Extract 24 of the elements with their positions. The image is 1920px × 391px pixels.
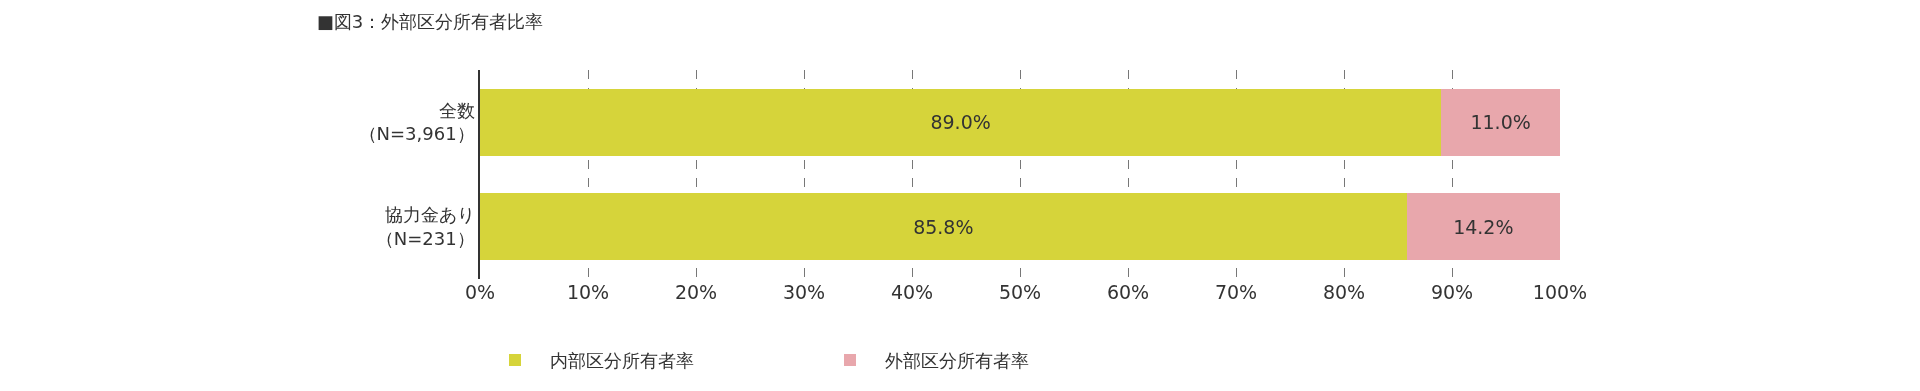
x-tick-label: 40% [890,281,934,303]
y-tick-label: 協力金あり（N=231） [375,204,475,249]
x-tick-label: 0% [464,281,496,303]
y-tick-label: 全数（N=3,961） [358,99,475,145]
data-label: 11.0% [1470,111,1531,134]
legend-label: 内部区分所有者率 [550,349,694,371]
x-tick-label: 90% [1430,281,1474,303]
x-tick-label: 70% [1214,281,1258,303]
bar [1406,193,1560,261]
data-label: 14.2% [1453,215,1514,238]
x-tick-label: 100% [1532,281,1588,303]
x-tick-label: 10% [566,281,610,303]
bar [480,88,1442,156]
legend-label: 外部区分所有者率 [885,349,1029,371]
x-tick-label: 80% [1322,281,1366,303]
x-tick-label: 50% [998,281,1042,303]
bar [480,193,1407,261]
bar [1441,88,1560,156]
x-tick-label: 20% [674,281,718,303]
x-tick-label: 60% [1106,281,1150,303]
x-tick-label: 30% [782,281,826,303]
chart-title: ■図3：外部区分所有者比率 [316,11,544,33]
data-label: 85.8% [913,215,974,238]
data-label: 89.0% [930,111,991,134]
